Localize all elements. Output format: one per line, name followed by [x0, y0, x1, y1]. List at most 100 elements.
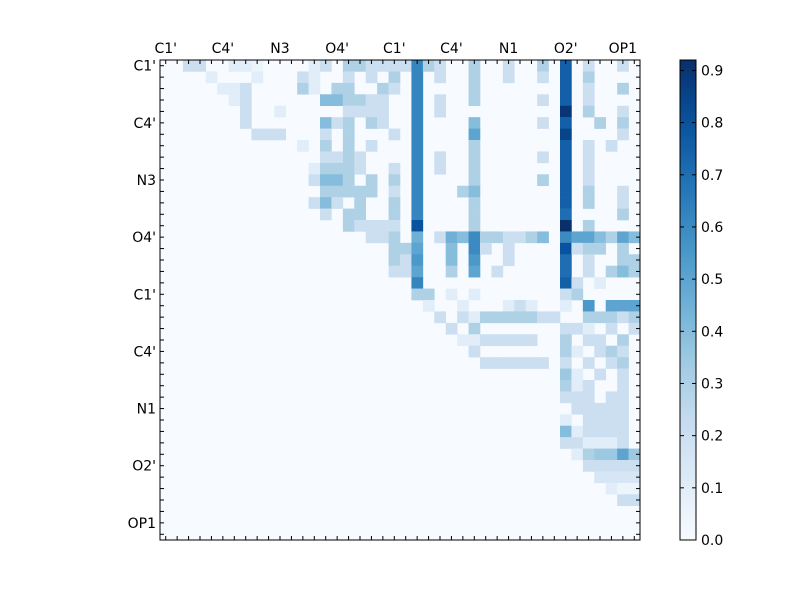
heatmap-cell: [411, 151, 424, 164]
heatmap-cell: [365, 174, 378, 187]
heatmap-cell: [365, 185, 378, 198]
heatmap-cell: [582, 380, 595, 392]
heatmap-cell: [228, 82, 241, 95]
heatmap-cell: [514, 357, 527, 369]
heatmap-cell: [502, 254, 515, 267]
heatmap-cell: [377, 60, 389, 72]
heatmap-cell: [388, 60, 401, 72]
heatmap-cell: [582, 162, 595, 175]
heatmap-cell: [308, 82, 321, 95]
heatmap-cell: [605, 231, 618, 244]
heatmap-cell: [342, 117, 355, 129]
heatmap-cell: [388, 197, 401, 209]
heatmap-cell: [480, 311, 492, 324]
heatmap-cell: [582, 402, 595, 415]
heatmap-cell: [411, 174, 424, 187]
heatmap-cell: [411, 94, 424, 107]
colorbar-tick-label: 0.6: [701, 220, 723, 236]
heatmap-cell: [491, 311, 504, 324]
heatmap-cell: [445, 322, 458, 335]
heatmap-cell: [605, 482, 618, 495]
heatmap-cell: [411, 265, 424, 278]
heatmap-cell: [240, 60, 252, 72]
heatmap-cell: [560, 368, 572, 381]
heatmap-cell: [514, 334, 527, 347]
heatmap-cell: [514, 231, 527, 244]
y-tick-label: C1': [133, 59, 156, 75]
heatmap-cell: [308, 71, 321, 84]
heatmap-cell: [571, 242, 584, 255]
heatmap-cell: [480, 231, 492, 244]
heatmap-cell: [582, 414, 595, 427]
heatmap-cell: [354, 208, 367, 221]
heatmap-cell: [605, 300, 618, 312]
heatmap-cell: [491, 231, 504, 244]
colorbar-tick-label: 0.1: [701, 481, 723, 497]
heatmap-cell: [400, 254, 412, 267]
heatmap-cell: [617, 471, 629, 484]
heatmap-cell: [617, 334, 629, 347]
heatmap-cell: [560, 185, 572, 198]
heatmap-cell: [617, 391, 629, 404]
heatmap-cell: [594, 402, 607, 415]
heatmap-cell: [571, 402, 584, 415]
heatmap-cell: [537, 174, 549, 187]
heatmap-cell: [617, 402, 629, 415]
heatmap-cell: [468, 288, 481, 301]
heatmap-cell: [560, 60, 572, 72]
heatmap-cell: [388, 128, 401, 141]
heatmap-cell: [582, 265, 595, 278]
heatmap-cell: [560, 437, 572, 449]
heatmap-cell: [331, 162, 344, 175]
heatmap-cell: [445, 254, 458, 267]
heatmap-cell: [617, 448, 629, 461]
heatmap-cell: [582, 448, 595, 461]
heatmap-cell: [560, 105, 572, 118]
heatmap-cell: [468, 254, 481, 267]
heatmap-cell: [514, 300, 527, 312]
heatmap-cell: [605, 345, 618, 358]
heatmap-cell: [617, 242, 629, 255]
heatmap-cell: [560, 334, 572, 347]
heatmap-cell: [468, 71, 481, 84]
heatmap-cell: [560, 128, 572, 141]
heatmap-cell: [571, 288, 584, 301]
heatmap-cell: [320, 162, 332, 175]
heatmap-cell: [331, 117, 344, 129]
heatmap-cell: [434, 151, 447, 164]
heatmap-cell: [605, 311, 618, 324]
heatmap-cell: [537, 357, 549, 369]
heatmap-cell: [560, 357, 572, 369]
heatmap-cell: [411, 231, 424, 244]
heatmap-cell: [560, 254, 572, 267]
heatmap-cell: [628, 265, 641, 278]
heatmap-cell: [468, 265, 481, 278]
x-tick-label: O2': [554, 41, 578, 57]
heatmap-cell: [354, 185, 367, 198]
heatmap-cell: [617, 425, 629, 438]
heatmap-cell: [582, 242, 595, 255]
heatmap-cell: [525, 334, 538, 347]
heatmap-cell: [582, 94, 595, 107]
heatmap-cell: [411, 140, 424, 152]
heatmap-cell: [388, 265, 401, 278]
heatmap-cell: [525, 231, 538, 244]
heatmap-cell: [457, 300, 469, 312]
heatmap-cell: [594, 437, 607, 449]
heatmap-cell: [388, 185, 401, 198]
heatmap-cell: [605, 448, 618, 461]
heatmap-cell: [617, 105, 629, 118]
heatmap-cell: [571, 380, 584, 392]
heatmap-cell: [560, 140, 572, 152]
heatmap-cell: [457, 311, 469, 324]
heatmap-cell: [411, 185, 424, 198]
heatmap-cell: [468, 334, 481, 347]
heatmap-cell: [617, 117, 629, 129]
heatmap-cell: [297, 82, 309, 95]
heatmap-cell: [537, 117, 549, 129]
colorbar-ticks: 0.0 0.1 0.2 0.3 0.4 0.5 0.6 0.7 0.8 0.9: [680, 63, 723, 549]
heatmap-cell: [617, 208, 629, 221]
heatmap-cell: [537, 60, 549, 72]
heatmap-cell: [560, 162, 572, 175]
colorbar: [679, 59, 697, 541]
